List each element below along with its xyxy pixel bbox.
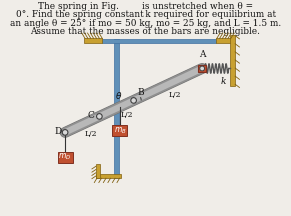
Text: L/2: L/2 [168, 91, 181, 99]
Text: an angle θ = 25° if mᴏ = 50 kg, mᴏ = 25 kg, and L = 1.5 m.: an angle θ = 25° if mᴏ = 50 kg, mᴏ = 25 … [10, 19, 281, 28]
Text: k: k [220, 77, 226, 86]
Text: L/2: L/2 [121, 111, 134, 119]
Bar [198, 65, 206, 72]
Text: A: A [199, 50, 205, 59]
Text: The spring in Fig.        is unstretched when θ =: The spring in Fig. is unstretched when θ… [38, 2, 253, 11]
Circle shape [200, 66, 205, 71]
Bar [58, 152, 73, 163]
Text: $\theta$: $\theta$ [116, 90, 123, 100]
Bar [96, 164, 100, 178]
Text: L/2: L/2 [85, 130, 97, 138]
Circle shape [62, 130, 68, 135]
Bar [112, 125, 127, 136]
Text: Assume that the masses of the bars are negligible.: Assume that the masses of the bars are n… [31, 27, 260, 36]
Circle shape [131, 98, 136, 103]
Bar [84, 38, 102, 43]
Text: $m_B$: $m_B$ [113, 125, 126, 136]
Bar [230, 35, 235, 86]
Text: $m_D$: $m_D$ [58, 152, 72, 162]
Bar [96, 174, 121, 178]
Circle shape [97, 114, 102, 119]
Text: B: B [138, 87, 144, 97]
Bar [102, 39, 216, 43]
Text: D: D [54, 127, 61, 136]
Text: C: C [88, 111, 95, 120]
Bar [114, 39, 119, 178]
Bar [216, 38, 232, 43]
Text: 0°. Find the spring constant k required for equilibrium at: 0°. Find the spring constant k required … [15, 10, 276, 19]
